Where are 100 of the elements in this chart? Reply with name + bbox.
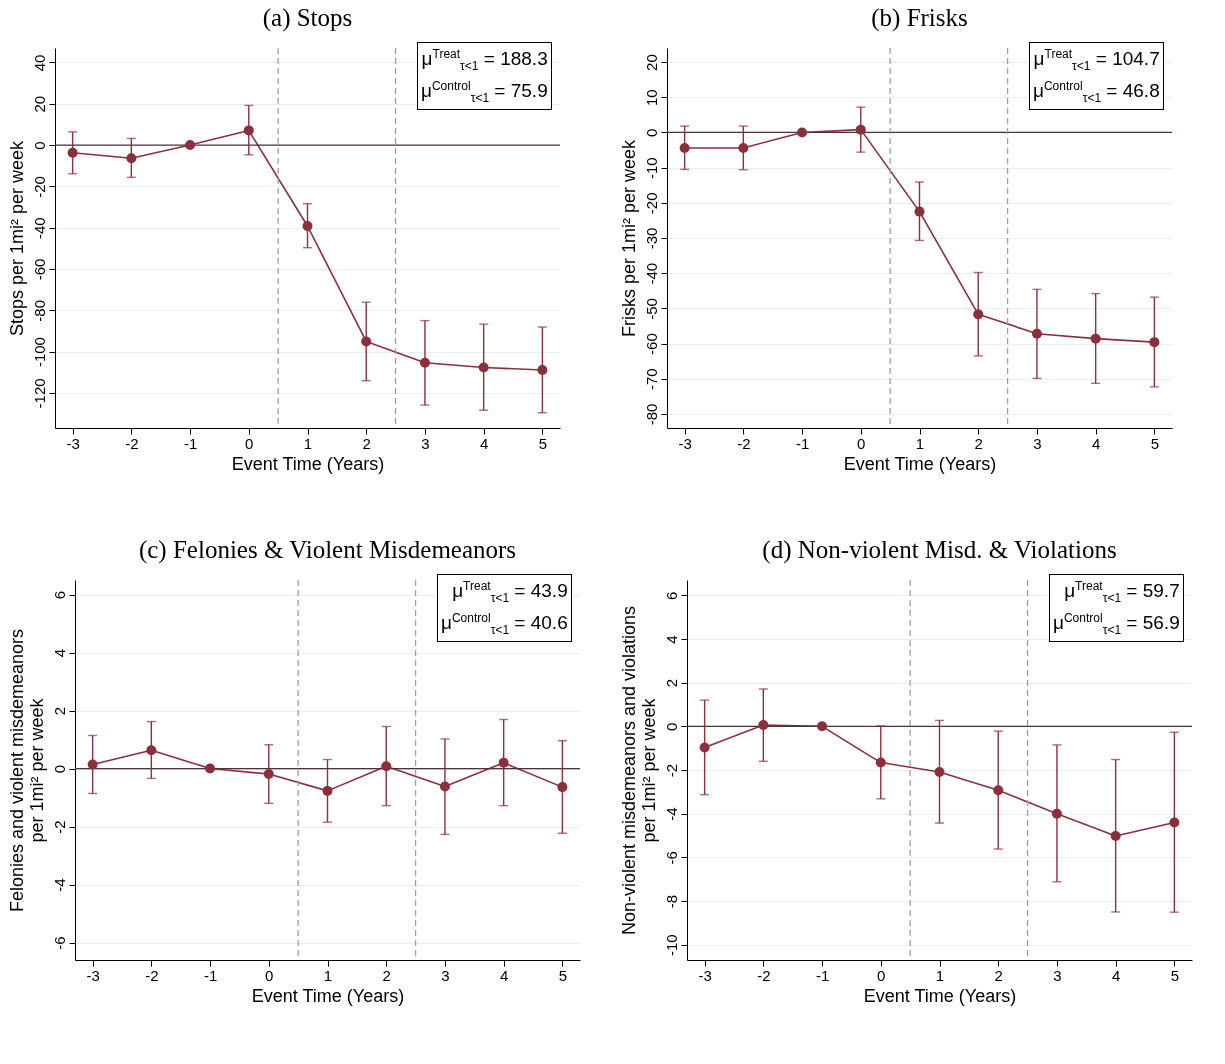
annotation: μ$^{Control}$$_{τ<1}$ = 75.9 — [421, 79, 548, 105]
y-tick-label: 0 — [50, 764, 68, 774]
point — [263, 769, 274, 780]
y-tick-label: 0 — [642, 128, 660, 138]
x-tick-label: 3 — [421, 434, 430, 452]
x-tick-label: 5 — [1170, 966, 1180, 984]
x-tick-label: 2 — [994, 966, 1003, 984]
x-tick-label: 4 — [1111, 966, 1121, 984]
y-tick-label: -2 — [662, 763, 680, 778]
y-tick-label: -10 — [662, 934, 680, 957]
x-tick-label: 3 — [1053, 966, 1062, 984]
x-tick-label: -3 — [698, 966, 712, 984]
point — [1110, 830, 1121, 841]
annotation: μ$^{Treat}$$_{τ<1}$ = 188.3 — [421, 47, 548, 73]
x-tick-label: 1 — [915, 434, 925, 452]
y-tick-label: -40 — [30, 217, 48, 240]
x-tick-label: -1 — [795, 434, 810, 452]
x-tick-label: 0 — [265, 966, 274, 984]
y-axis-title: Frisks per 1mi² per week — [618, 138, 639, 338]
y-tick-label: -60 — [642, 333, 660, 355]
x-tick-label: 2 — [362, 434, 371, 452]
annotation: μ$^{Treat}$$_{τ<1}$ = 43.9 — [452, 579, 568, 605]
x-axis-title: Event Time (Years) — [231, 453, 385, 474]
annotation: μ$^{Control}$$_{τ<1}$ = 40.6 — [441, 611, 568, 637]
point — [738, 142, 749, 153]
y-tick-label: -70 — [642, 368, 660, 391]
x-tick-label: -2 — [757, 966, 771, 984]
point — [993, 785, 1004, 796]
point — [1051, 808, 1062, 819]
point — [302, 221, 313, 232]
point — [934, 766, 945, 777]
point — [361, 336, 372, 347]
x-tick-label: 5 — [538, 434, 548, 452]
y-tick-label: -2 — [50, 820, 68, 834]
y-tick-label: 0 — [30, 141, 48, 150]
x-tick-label: 4 — [479, 434, 489, 452]
chart-title: (a) Stops — [262, 4, 353, 33]
y-tick-label: -100 — [30, 337, 48, 368]
y-tick-label: 10 — [642, 89, 660, 107]
annotation: μ$^{Control}$$_{τ<1}$ = 46.8 — [1033, 79, 1160, 105]
y-tick-label: -120 — [30, 378, 48, 409]
y-axis-title: Felonies and violent misdemeanors per 1mi² per week — [6, 628, 47, 913]
y-tick-label: -8 — [662, 894, 680, 909]
point — [817, 721, 828, 732]
x-tick-label: -1 — [815, 966, 830, 984]
x-tick-label: -1 — [203, 966, 218, 984]
x-tick-label: -2 — [737, 434, 751, 452]
y-tick-label: -4 — [50, 878, 68, 892]
y-tick-label: -60 — [30, 258, 48, 281]
point — [699, 742, 710, 753]
y-axis-title: Stops per 1mi² per week — [6, 139, 27, 337]
point — [557, 782, 568, 793]
x-tick-label: 4 — [499, 966, 509, 984]
x-tick-label: 4 — [1091, 434, 1101, 452]
point — [67, 147, 78, 158]
x-tick-label: 1 — [303, 434, 313, 452]
point — [439, 781, 450, 792]
y-tick-label: 40 — [30, 54, 48, 72]
y-tick-label: 20 — [642, 54, 660, 71]
x-tick-label: -3 — [66, 434, 80, 452]
annotation: μ$^{Treat}$$_{τ<1}$ = 104.7 — [1033, 47, 1160, 73]
point — [87, 759, 98, 770]
y-tick-label: 20 — [30, 95, 48, 113]
x-tick-label: 0 — [245, 434, 254, 452]
point — [973, 309, 984, 320]
chart-title: (d) Non-violent Misd. & Violations — [762, 536, 1117, 565]
y-tick-label: 2 — [50, 706, 68, 716]
x-tick-label: 1 — [935, 966, 945, 984]
point — [498, 757, 509, 768]
x-tick-label: -2 — [145, 966, 159, 984]
point — [381, 761, 392, 772]
point — [478, 362, 489, 373]
y-tick-label: -20 — [642, 192, 660, 215]
y-tick-label: -20 — [30, 176, 48, 198]
point — [126, 153, 137, 164]
y-tick-label: -30 — [642, 227, 660, 250]
x-tick-label: 5 — [558, 966, 568, 984]
point — [243, 125, 254, 136]
point — [875, 757, 886, 768]
x-axis-title: Event Time (Years) — [251, 985, 405, 1006]
y-tick-label: -50 — [642, 298, 660, 320]
point — [1149, 337, 1160, 348]
y-tick-label: 4 — [50, 648, 68, 658]
x-axis-title: Event Time (Years) — [843, 453, 997, 474]
x-tick-label: 0 — [857, 434, 866, 452]
chart-title: (c) Felonies & Violent Misdemeanors — [138, 536, 517, 565]
x-tick-label: -1 — [183, 434, 198, 452]
x-tick-label: -2 — [125, 434, 139, 452]
point — [205, 763, 216, 774]
point — [797, 127, 808, 138]
point — [1090, 333, 1101, 344]
y-tick-label: -6 — [662, 851, 680, 865]
x-tick-label: 3 — [1033, 434, 1042, 452]
x-tick-label: 1 — [323, 966, 333, 984]
x-axis-title: Event Time (Years) — [863, 985, 1017, 1006]
y-tick-label: 6 — [50, 590, 68, 600]
y-tick-label: -10 — [642, 157, 660, 179]
x-tick-label: 3 — [441, 966, 450, 984]
y-tick-label: -80 — [642, 403, 660, 426]
x-tick-label: 2 — [382, 966, 391, 984]
